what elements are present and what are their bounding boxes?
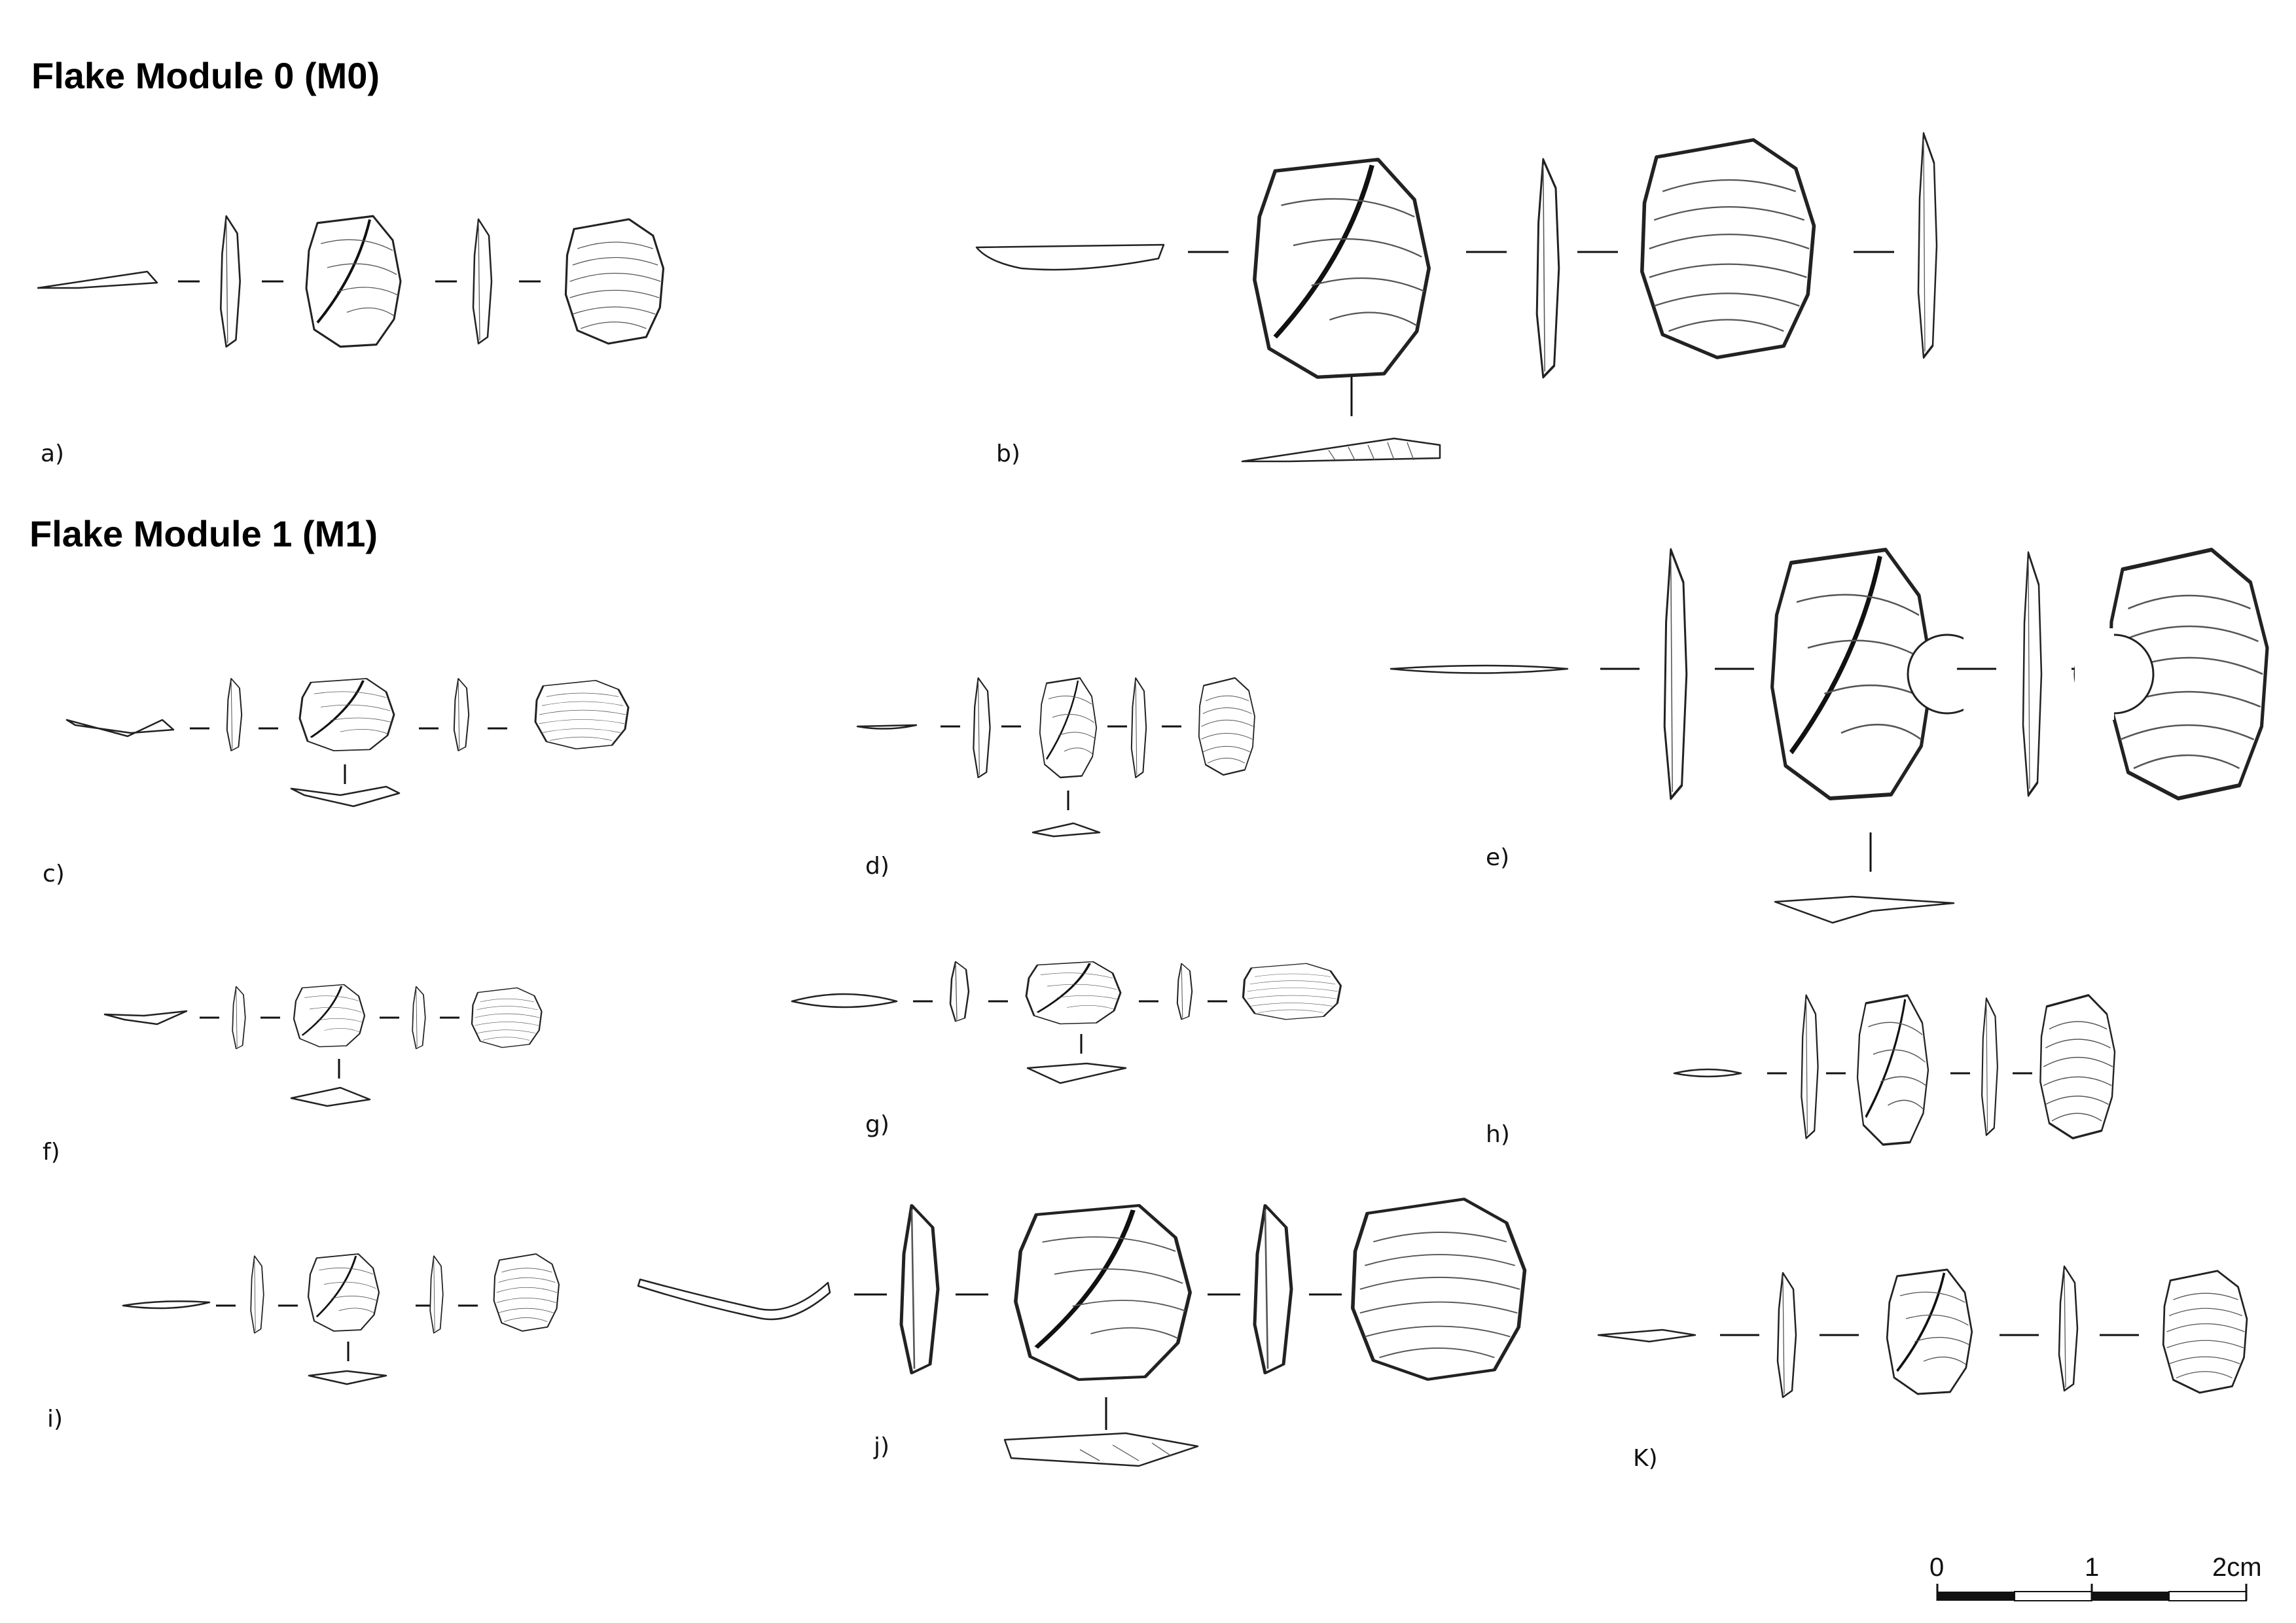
label-a: a) — [41, 440, 64, 467]
scale-tick-0: 0 — [1929, 1553, 1944, 1582]
label-d: d) — [865, 853, 889, 880]
flake-g: g) — [791, 960, 1342, 1138]
scale-tick-1: 1 — [2085, 1553, 2099, 1582]
label-k: K) — [1633, 1445, 1658, 1472]
label-j: j) — [873, 1433, 889, 1460]
flake-j: j) — [637, 1199, 1525, 1467]
scale-tick-2: 2cm — [2212, 1553, 2262, 1582]
scale-segment-3 — [2092, 1592, 2169, 1601]
label-c: c) — [43, 861, 65, 887]
flake-h: h) — [1486, 995, 2116, 1148]
scale-segment-4 — [2168, 1591, 2247, 1601]
label-f: f) — [43, 1139, 60, 1166]
scale-bar: 0 1 2cm — [1929, 1553, 2262, 1601]
label-i: i) — [47, 1406, 63, 1433]
flake-c: c) — [43, 677, 630, 887]
heading-module-0: Flake Module 0 (M0) — [31, 55, 380, 96]
scale-segment-1 — [1937, 1592, 2015, 1601]
flake-d: d) — [856, 677, 1256, 880]
label-g: g) — [865, 1111, 889, 1138]
label-h: h) — [1486, 1121, 1510, 1148]
flake-e: e) — [1390, 550, 2267, 924]
flake-f: f) — [43, 984, 543, 1166]
flake-a: a) — [37, 216, 665, 467]
flake-b: b) — [975, 134, 1937, 467]
scale-segment-2 — [2014, 1591, 2092, 1601]
label-e: e) — [1486, 844, 1509, 871]
flake-i: i) — [47, 1253, 560, 1433]
heading-module-1: Flake Module 1 (M1) — [29, 513, 378, 554]
label-b: b) — [996, 440, 1020, 467]
flake-k: K) — [1597, 1265, 2248, 1472]
